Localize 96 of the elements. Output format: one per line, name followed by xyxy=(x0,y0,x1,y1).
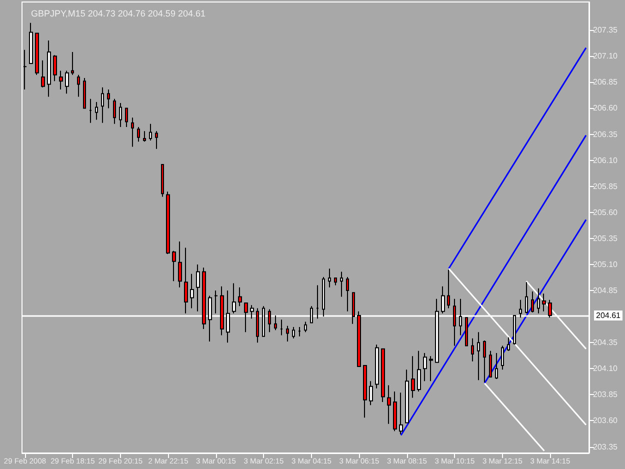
y-tick-label: 203.35 xyxy=(593,442,618,452)
candlestick xyxy=(125,108,128,128)
y-tick-label: 205.85 xyxy=(593,182,618,191)
candlestick xyxy=(178,241,182,288)
y-tick-label: 203.60 xyxy=(593,416,618,426)
candlestick xyxy=(131,117,134,148)
candlestick xyxy=(77,74,80,98)
y-tick-label: 204.10 xyxy=(593,364,618,374)
candlestick xyxy=(441,286,445,314)
candlestick xyxy=(363,365,367,418)
candlestick xyxy=(393,391,397,432)
candlestick xyxy=(256,308,259,344)
candlestick xyxy=(483,340,486,383)
candlestick xyxy=(232,282,236,314)
y-tick-label: 206.35 xyxy=(593,130,618,139)
candlestick xyxy=(340,271,343,298)
candlestick xyxy=(304,321,307,333)
candlestick xyxy=(202,267,206,330)
candlestick xyxy=(375,344,379,389)
candlestick xyxy=(471,338,474,362)
candlestick xyxy=(244,302,248,333)
candlestick xyxy=(531,291,534,313)
candlestick xyxy=(477,332,480,381)
y-tick-label: 207.10 xyxy=(593,52,618,61)
candlestick xyxy=(447,269,450,309)
candlestick xyxy=(47,40,51,98)
y-tick-label: 203.85 xyxy=(593,390,618,400)
candlestick xyxy=(501,345,504,370)
candlestick xyxy=(35,32,39,76)
y-tick-label: 205.35 xyxy=(593,234,618,243)
candlestick xyxy=(166,191,170,255)
candlestick xyxy=(184,247,188,314)
candlestick xyxy=(346,276,349,312)
candlestick xyxy=(352,292,355,324)
candlestick xyxy=(507,336,510,352)
candlestick xyxy=(137,126,140,142)
candlestick xyxy=(537,288,540,314)
candlestick xyxy=(65,70,69,94)
candlestick xyxy=(274,315,277,331)
y-tick-label: 206.10 xyxy=(593,156,618,165)
candlestick xyxy=(59,70,63,90)
candlestick xyxy=(71,51,74,76)
candlestick xyxy=(423,352,427,382)
candlestick xyxy=(107,88,110,109)
candlestick xyxy=(196,264,200,312)
candlestick xyxy=(113,98,116,124)
candlestick xyxy=(429,356,433,382)
candlestick xyxy=(280,319,283,336)
candlestick xyxy=(268,308,271,333)
candlestick xyxy=(143,130,146,142)
candlestick xyxy=(542,293,546,312)
candlestick xyxy=(411,356,415,398)
candlestick xyxy=(190,273,194,309)
y-tick-label: 206.60 xyxy=(593,104,618,113)
candlestick xyxy=(489,350,492,378)
candlestick xyxy=(172,250,176,282)
candlestick xyxy=(334,278,337,286)
candlestick xyxy=(399,392,403,435)
candlestick xyxy=(238,286,242,307)
candlestick xyxy=(465,317,468,346)
y-tick-label: 206.85 xyxy=(593,78,618,87)
candlestick xyxy=(405,369,409,424)
candlestick xyxy=(316,284,319,320)
candlestick xyxy=(83,78,86,109)
candlestick xyxy=(41,60,45,88)
candlestick xyxy=(292,326,295,339)
candlestick xyxy=(298,326,301,337)
candlestick xyxy=(369,380,373,406)
candlestick xyxy=(161,164,164,198)
text: GBPJPY,M15 204.73 204.76 204.59 204.61 xyxy=(31,8,206,18)
candlestick xyxy=(101,86,104,124)
candlestick xyxy=(286,325,289,342)
y-tick-label: 204.35 xyxy=(593,338,618,348)
candlestick xyxy=(214,290,218,314)
candlestick xyxy=(155,130,158,150)
candlestick xyxy=(417,350,421,392)
candlestick xyxy=(381,348,385,402)
candlestick xyxy=(357,310,361,368)
candlestick xyxy=(119,102,122,128)
candlestick xyxy=(495,352,498,380)
candlestick xyxy=(220,286,224,336)
y-tick-label: 205.60 xyxy=(593,208,618,217)
candlestick xyxy=(95,101,98,120)
ref-line-label: 204.61 xyxy=(596,311,622,320)
y-tick-label: 204.85 xyxy=(593,286,618,296)
candlestick xyxy=(387,384,391,424)
candlestick xyxy=(453,298,456,346)
candlestick xyxy=(149,123,152,142)
candlestick xyxy=(29,22,33,64)
y-tick-label: 207.35 xyxy=(593,26,618,35)
candlestick xyxy=(23,49,27,90)
candlestick xyxy=(53,54,57,82)
y-tick-label: 205.10 xyxy=(593,260,618,269)
candlestick xyxy=(548,299,552,318)
candlestick xyxy=(328,268,331,288)
candlestick xyxy=(89,98,92,124)
